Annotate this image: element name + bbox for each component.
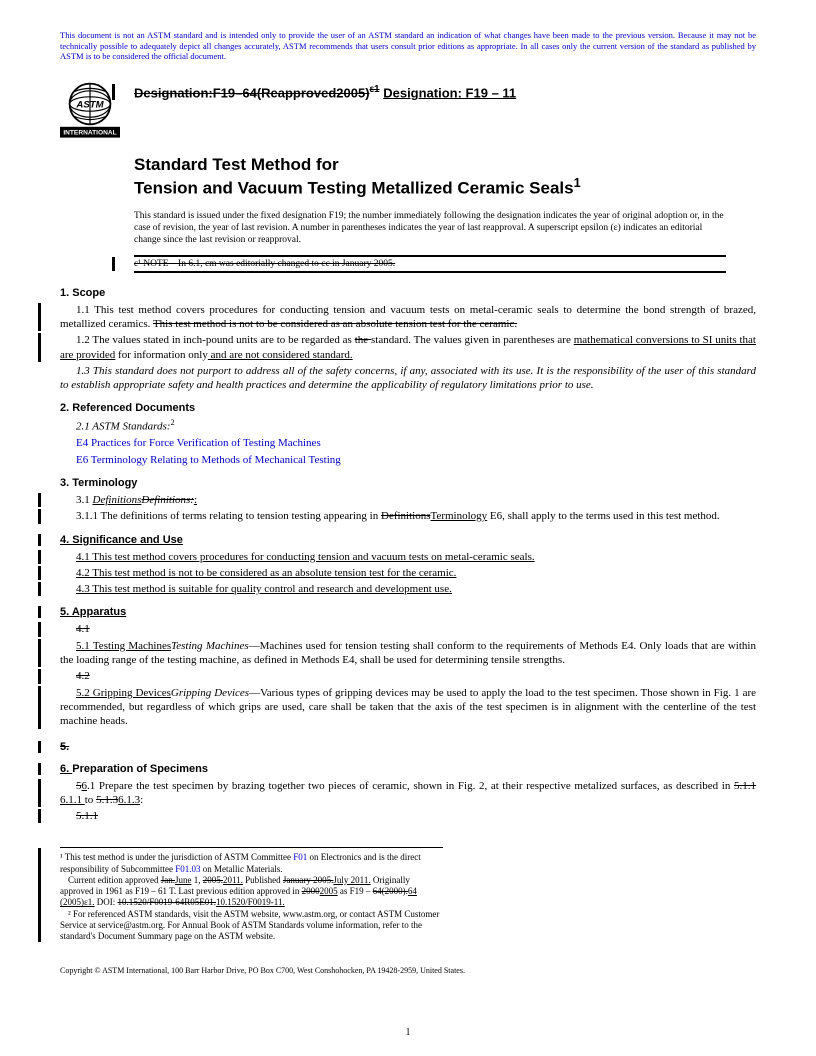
p3-1-1a: 3.1.1 The definitions of terms relating … [76, 510, 381, 522]
fn1d-s: Jan. [161, 875, 175, 885]
fn1a: ¹ This test method is under the jurisdic… [60, 852, 293, 862]
p1-2-strike: the [355, 334, 371, 346]
para-1-2: 1.2 The values stated in inch-pound unit… [60, 333, 756, 362]
p6-1-u3: 6.1.3 [118, 794, 140, 806]
footnote-1: ¹ This test method is under the jurisdic… [60, 852, 443, 875]
p5-2-num: 5.2 Gripping Devices [76, 687, 171, 699]
ref-e6[interactable]: E6 Terminology Relating to Methods of Me… [60, 453, 756, 467]
title-text: Tension and Vacuum Testing Metallized Ce… [134, 179, 574, 198]
footnote-2: ² For referenced ASTM standards, visit t… [60, 909, 443, 943]
fn1e-s: 2005. [203, 875, 223, 885]
fn1g-s: 2000 [302, 886, 320, 896]
s4-h-text: 4. Significance and Use [60, 534, 183, 546]
footnote-1-cont: Current edition approved Jan.June 1, 200… [60, 875, 443, 909]
p6-1f: : [140, 794, 143, 806]
fn1c: on Metallic Materials. [201, 864, 283, 874]
title-sup: 1 [574, 175, 581, 190]
s6-num: 6. [60, 763, 72, 775]
section-1-heading: 1. Scope [60, 287, 756, 299]
new-designation: Designation: F19 – 11 [383, 85, 516, 100]
p6-1-s3: 5.1.3 [96, 794, 118, 806]
fn1e: 1, [191, 875, 202, 885]
header-row: INTERNATIONAL ASTM Designation:F19–64(Re… [60, 80, 756, 140]
fn1-link2[interactable]: F01.03 [175, 864, 200, 874]
para-4-2: 4.2 This test method is not to be consid… [60, 566, 756, 580]
s6-text: Preparation of Specimens [72, 763, 208, 775]
old-designation-sup: ε1 [370, 84, 380, 95]
para-1-3: 1.3 This standard does not purport to ad… [60, 364, 756, 393]
fn1f: Published [243, 875, 283, 885]
p6-1b: .1 Prepare the test specimen by brazing … [87, 780, 734, 792]
para-3-1: 3.1 DefinitionsDefinitions:: [60, 493, 756, 507]
para-5-old1: 4.1 [60, 622, 756, 636]
designation-line: Designation:F19–64(Reapproved2005)ε1 Des… [134, 84, 516, 100]
para-5-old2: 4.2 [60, 669, 756, 683]
fn1i: DOI: [95, 897, 118, 907]
fn1g-u: 2005 [320, 886, 338, 896]
s5-h-text: 5. Apparatus [60, 606, 126, 618]
p3-1a: 3.1 [76, 494, 93, 506]
section-6-heading: 6. Preparation of Specimens [60, 763, 756, 775]
p3-1-1-u: Terminology [431, 510, 488, 522]
p1-2-u2: and are not considered standard. [208, 349, 353, 361]
para-4-1: 4.1 This test method covers procedures f… [60, 550, 756, 564]
para-5-2: 5.2 Gripping DevicesGripping Devices—Var… [60, 686, 756, 729]
fn1i-s: 10.1520/F0019-64R05E01. [118, 897, 217, 907]
title-line2: Tension and Vacuum Testing Metallized Ce… [134, 175, 756, 199]
p2-1-sup: 2 [170, 418, 174, 427]
para-3-1-1: 3.1.1 The definitions of terms relating … [60, 509, 756, 523]
p3-1-u: Definitions [93, 494, 142, 506]
section-2-heading: 2. Referenced Documents [60, 402, 756, 414]
issuance-note: This standard is issued under the fixed … [134, 211, 756, 247]
footnotes: ¹ This test method is under the jurisdic… [60, 847, 443, 942]
fn1h-s: 64(2000). [373, 886, 408, 896]
para-4-3: 4.3 This test method is suitable for qua… [60, 582, 756, 596]
p3-1-1d: E6, shall apply to the terms used in thi… [487, 510, 720, 522]
fn1e-u: 2011. [223, 875, 243, 885]
para-2-1: 2.1 ASTM Standards:2 [60, 418, 756, 434]
title-line1: Standard Test Method for [134, 154, 756, 175]
p1-2e: for information only [115, 349, 208, 361]
fn1d: Current edition approved [68, 875, 161, 885]
fn1f-s: January 2005. [283, 875, 334, 885]
ref-e4[interactable]: E4 Practices for Force Verification of T… [60, 436, 756, 450]
p3-1-1-strike: Definitions [381, 510, 431, 522]
copyright-text: Copyright © ASTM International, 100 Barr… [60, 966, 756, 975]
fn1-link1[interactable]: F01 [293, 852, 307, 862]
p5-1-num: 5.1 Testing Machines [76, 640, 171, 652]
section-4-heading: 4. Significance and Use [60, 534, 756, 546]
p3-1-strike: Definitions: [141, 494, 194, 506]
astm-logo: INTERNATIONAL ASTM [60, 80, 120, 140]
disclaimer-text: This document is not an ASTM standard an… [60, 30, 756, 62]
p6-1-s2: 5.1.1 [734, 780, 756, 792]
para-6-old: 5.1.1 [60, 809, 756, 823]
p1-2c: standard. The values given in parenthese… [371, 334, 574, 346]
p1-1-strike: This test method is not to be considered… [153, 318, 517, 330]
svg-text:INTERNATIONAL: INTERNATIONAL [63, 129, 116, 136]
fn2-text: ² For referenced ASTM standards, visit t… [60, 909, 439, 942]
para-1-1: 1.1 This test method covers procedures f… [60, 303, 756, 332]
p6-1d: to [85, 794, 96, 806]
page-number: 1 [406, 1027, 411, 1038]
fn1d-u: June [175, 875, 192, 885]
para-6-1: 56.1 Prepare the test specimen by brazin… [60, 779, 756, 808]
section-3-heading: 3. Terminology [60, 477, 756, 489]
fn1h: as F19 – [338, 886, 373, 896]
p3-1-colon: : [194, 494, 197, 506]
p6-1-u2: 6.1.1 [60, 794, 85, 806]
fn1f-u: July 2011. [333, 875, 370, 885]
title-block: Standard Test Method for Tension and Vac… [134, 154, 756, 199]
svg-text:ASTM: ASTM [75, 99, 104, 110]
p2-1-text: 2.1 ASTM Standards: [76, 421, 170, 433]
para-5-1: 5.1 Testing MachinesTesting Machines—Mac… [60, 639, 756, 668]
fn1i-u: 10.1520/F0019-11. [216, 897, 285, 907]
epsilon-note: ε¹ NOTE—In 6.1, cm was editorially chang… [134, 255, 726, 273]
section-5-heading: 5. Apparatus [60, 606, 756, 618]
p1-2a: 1.2 The values stated in inch-pound unit… [76, 334, 355, 346]
old-designation: Designation:F19–64(Reapproved2005) [134, 85, 370, 100]
section-5-strike: 5. [60, 741, 756, 753]
